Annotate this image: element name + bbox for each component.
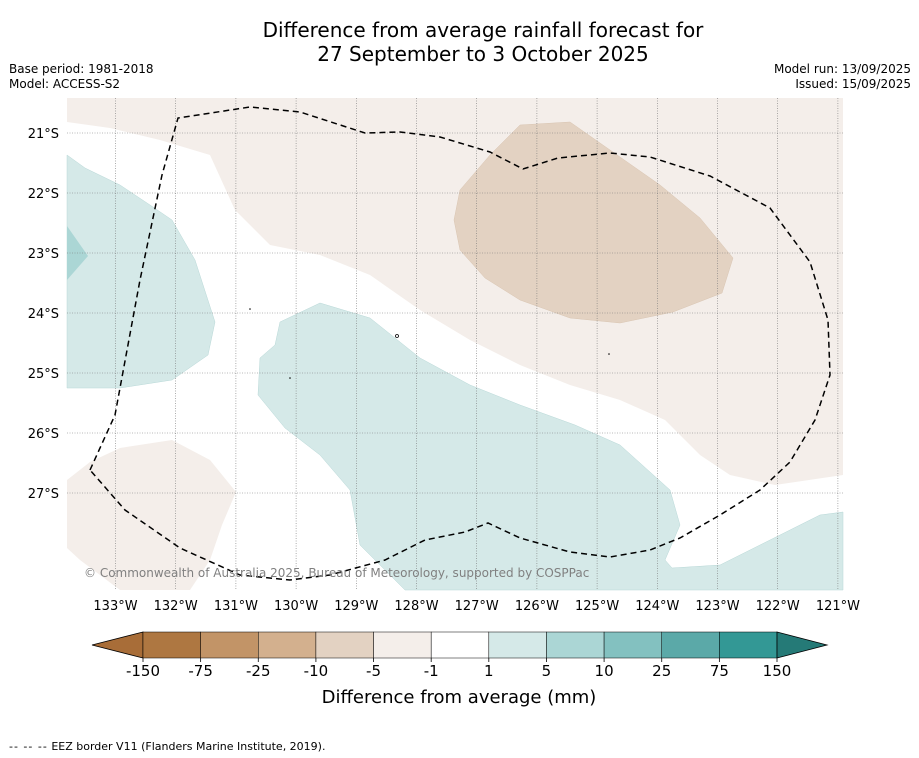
latitude-label: 27°S [28, 487, 59, 502]
colorbar-tick-label: 75 [710, 662, 729, 680]
longitude-label: 125°W [575, 599, 619, 614]
island-marker [289, 377, 291, 379]
island-marker [608, 353, 610, 355]
colorbar-tick-labels: -150 -75 -25 -10 -5 -1 1 5 10 25 75 150 [126, 658, 791, 680]
eez-border [89, 106, 831, 581]
latitude-label: 24°S [28, 307, 59, 322]
longitude-label: 123°W [695, 599, 739, 614]
colorbar-tick-label: -75 [188, 662, 213, 680]
meta-left: Base period: 1981-2018 Model: ACCESS-S2 [9, 62, 154, 92]
meta-right: Model run: 13/09/2025 Issued: 15/09/2025 [774, 62, 911, 92]
model-run-text: Model run: 13/09/2025 [773, 62, 911, 76]
copyright-text: © Commonwealth of Australia 2025, Bureau… [84, 566, 589, 580]
eez-legend-dash-symbol: -- -- -- [9, 740, 48, 753]
teal-region-central [257, 302, 844, 591]
colorbar-box [430, 631, 490, 659]
colorbar-box [142, 631, 201, 659]
graticule [67, 98, 843, 590]
colorbar-tick-label: 1 [484, 662, 494, 680]
longitude-label: 122°W [756, 599, 800, 614]
colorbar-box [200, 631, 259, 659]
colorbar-tick-label: 5 [542, 662, 552, 680]
colorbar-extend-low [91, 631, 144, 659]
colorbar-tick-label: -1 [424, 662, 439, 680]
colorbar-tick-label: 25 [652, 662, 671, 680]
longitude-label: 126°W [515, 599, 559, 614]
longitude-label: 133°W [93, 599, 137, 614]
issued-text: Issued: 15/09/2025 [795, 77, 911, 91]
colorbar-box [258, 631, 317, 659]
model-text: Model: ACCESS-S2 [9, 77, 121, 91]
longitude-label: 130°W [274, 599, 318, 614]
colorbar-tick-label: -5 [366, 662, 381, 680]
brown-anomaly-region [453, 121, 734, 324]
map-title: Difference from average rainfall forecas… [0, 18, 919, 66]
colorbar-extend-high [776, 631, 829, 659]
eez-legend-text: EEZ border V11 (Flanders Marine Institut… [51, 740, 326, 753]
longitude-label: 127°W [455, 599, 499, 614]
colorbar-tick-label: -10 [304, 662, 329, 680]
longitude-label: 129°W [334, 599, 378, 614]
latitude-label: 21°S [28, 127, 59, 142]
colorbar-box [315, 631, 374, 659]
colorbar-tick-label: -25 [246, 662, 271, 680]
near-average-region [67, 98, 843, 590]
longitude-label: 132°W [154, 599, 198, 614]
colorbar-box [373, 631, 432, 659]
map-figure: 21°S22°S23°S24°S25°S26°S27°S 133°W 132°W 1… [28, 98, 860, 708]
colorbar-box [546, 631, 605, 659]
longitude-label: 121°W [816, 599, 860, 614]
island-marker [249, 308, 251, 310]
latitude-label: 23°S [28, 247, 59, 262]
longitude-label: 131°W [214, 599, 258, 614]
colorbar-box [719, 631, 778, 659]
colorbar-tick-label: 150 [763, 662, 792, 680]
island-marker [395, 334, 399, 338]
longitude-label: 128°W [394, 599, 438, 614]
title-line-1: Difference from average rainfall forecas… [262, 18, 704, 42]
latitude-label: 25°S [28, 367, 59, 382]
title-line-2: 27 September to 3 October 2025 [317, 42, 649, 66]
colorbar-tick-label: -150 [126, 662, 160, 680]
colorbar-tick-label: 10 [595, 662, 614, 680]
colorbar [91, 631, 829, 659]
colorbar-box [488, 631, 547, 659]
latitude-labels: 21°S 22°S 23°S 24°S 25°S 26°S 27°S [28, 127, 59, 502]
map-panel [66, 98, 844, 591]
latitude-label: 22°S [28, 187, 59, 202]
base-period-text: Base period: 1981-2018 [9, 62, 154, 76]
colorbar-box [661, 631, 720, 659]
colorbar-box [603, 631, 662, 659]
teal-region-west [66, 154, 216, 389]
longitude-labels: 133°W 132°W 131°W 130°W 129°W 128°W 127°W 126°W… [93, 599, 860, 614]
eez-legend: -- -- -- EEZ border V11 (Flanders Marine… [9, 740, 325, 753]
latitude-label: 26°S [28, 427, 59, 442]
longitude-label: 124°W [635, 599, 679, 614]
light-brown-patch-southwest [67, 440, 236, 590]
colorbar-label: Difference from average (mm) [322, 687, 597, 708]
